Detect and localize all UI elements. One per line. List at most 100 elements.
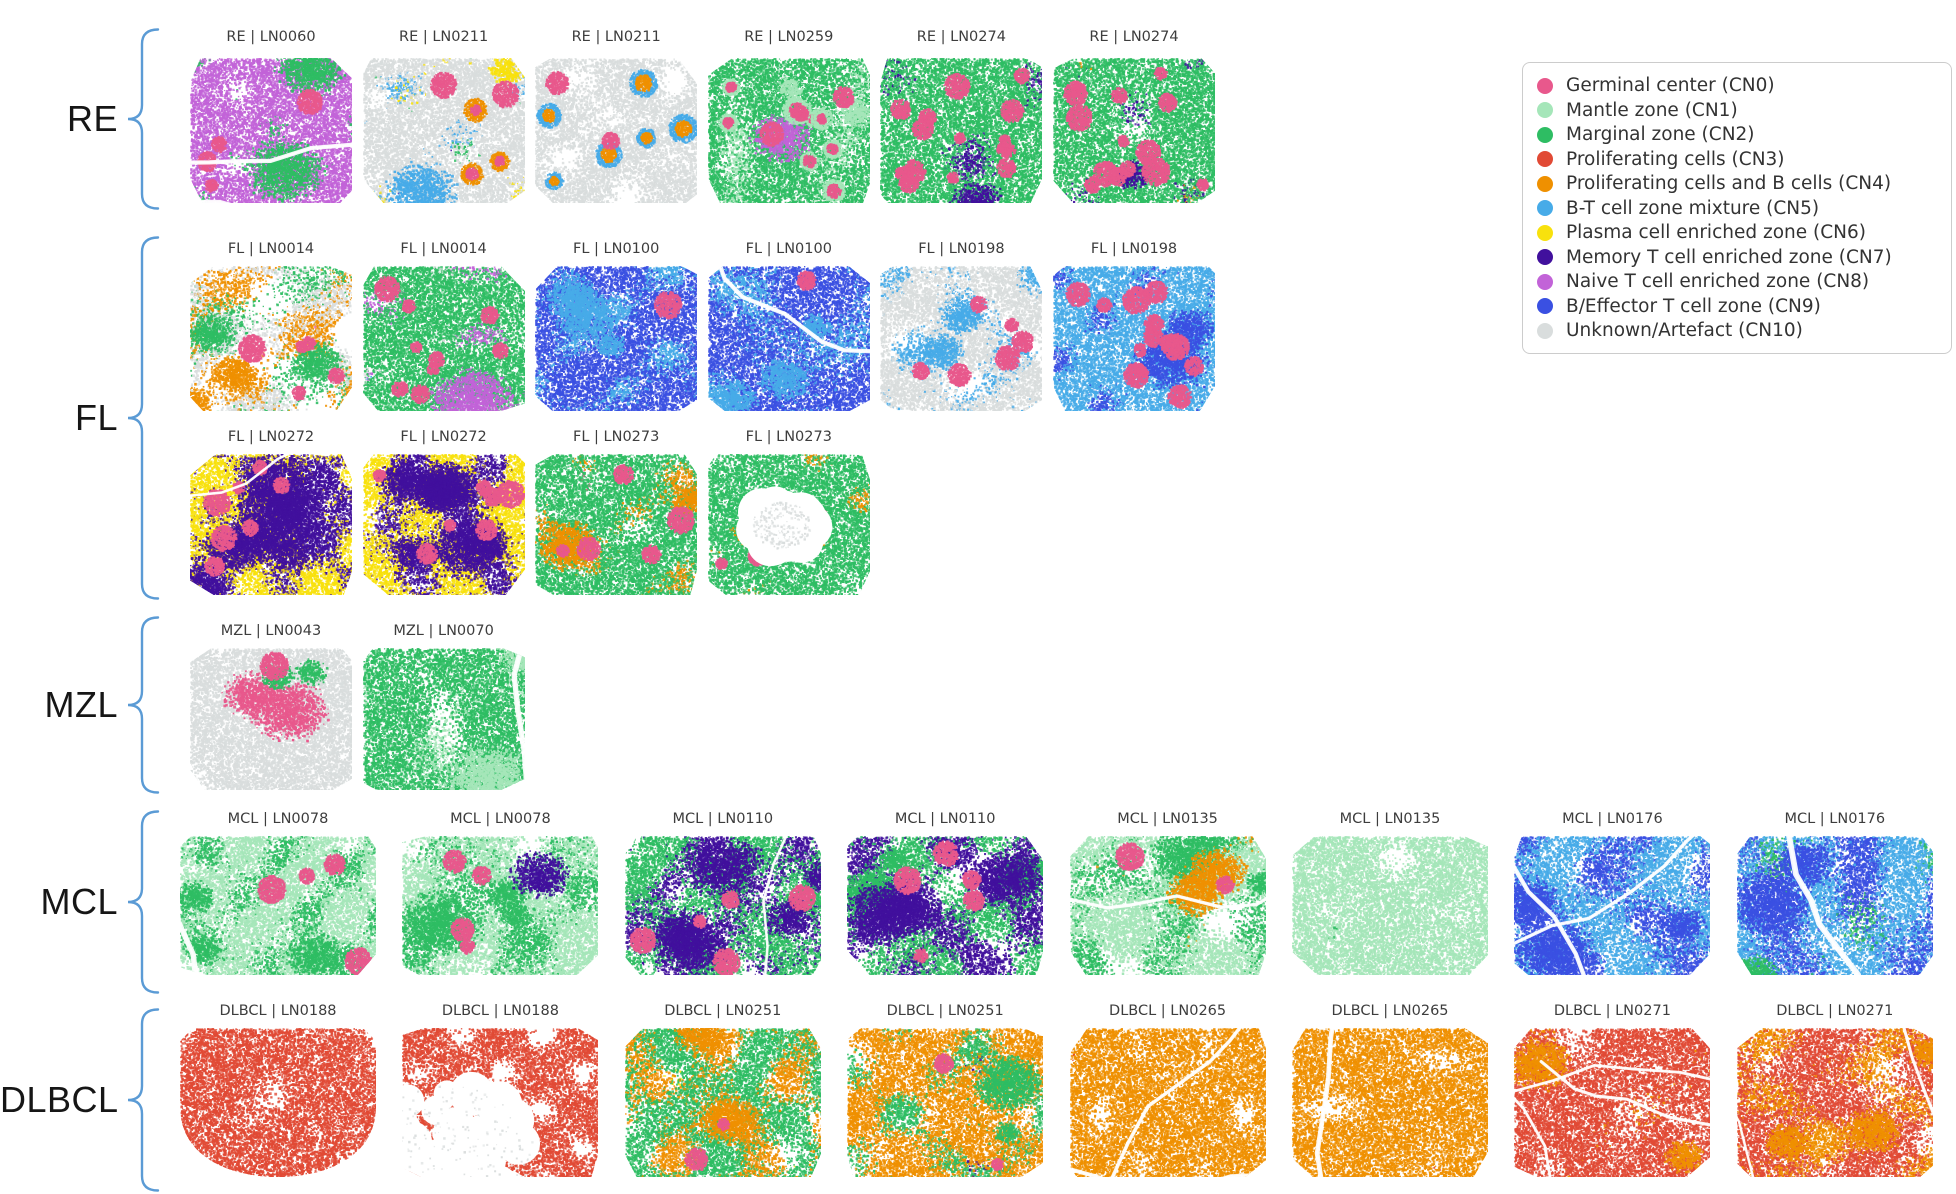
tissue-cn-map: [190, 454, 352, 595]
group-brace-icon: [127, 28, 160, 210]
tissue-cn-map: [1053, 58, 1215, 203]
legend-item-label: Mantle zone (CN1): [1566, 99, 1738, 121]
tissue-cn-map: [190, 58, 352, 203]
legend-box: Germinal center (CN0) Mantle zone (CN1) Ma…: [1522, 62, 1952, 354]
legend-swatch-icon: [1537, 151, 1553, 167]
tissue-cn-map: [707, 266, 870, 411]
group-brace-icon: [127, 1008, 160, 1192]
group-brace-icon: [127, 236, 160, 600]
tissue-cn-map: [880, 266, 1043, 411]
tissue-cn-map: [847, 836, 1044, 975]
sample-title: FL | LN0198: [1090, 241, 1178, 257]
legend-swatch-icon: [1537, 224, 1553, 241]
tissue-cn-map: [624, 836, 821, 975]
sample-title: MCL | LN0110: [672, 811, 774, 827]
legend-item: B/Effector T cell zone (CN9): [1537, 296, 1937, 317]
tissue-cn-map: [1069, 836, 1266, 975]
group-label-mcl: MCL: [40, 881, 118, 922]
legend-item: Plasma cell enriched zone (CN6): [1537, 222, 1937, 243]
sample-title: MCL | LN0176: [1784, 811, 1886, 827]
tissue-cn-map: [180, 836, 376, 975]
legend-swatch-icon: [1537, 102, 1553, 118]
legend-item: Memory T cell enriched zone (CN7): [1537, 247, 1937, 268]
legend-item-label: Marginal zone (CN2): [1566, 124, 1755, 145]
tissue-cn-map: [402, 836, 599, 975]
sample-title: MZL | LN0043: [220, 623, 322, 639]
legend-item-label: Unknown/Artefact (CN10): [1566, 320, 1803, 341]
legend-item-label: Proliferating cells and B cells (CN4): [1566, 173, 1892, 194]
sample-title: MCL | LN0135: [1339, 811, 1441, 827]
sample-title: DLBCL | LN0251: [664, 1003, 782, 1019]
sample-title: FL | LN0014: [227, 241, 315, 257]
legend-item: Unknown/Artefact (CN10): [1537, 320, 1937, 341]
group-label-re: RE: [66, 98, 118, 139]
sample-title: RE | LN0211: [399, 29, 489, 45]
sample-title: FL | LN0272: [227, 429, 315, 445]
legend-swatch-icon: [1537, 200, 1553, 216]
tissue-cn-map: [362, 454, 525, 595]
sample-title: DLBCL | LN0265: [1109, 1003, 1227, 1019]
legend-swatch-icon: [1537, 249, 1553, 265]
tissue-cn-map: [535, 454, 698, 595]
sample-title: RE | LN0211: [571, 29, 661, 45]
group-brace-icon: [127, 616, 160, 794]
tissue-cn-map: [847, 1028, 1044, 1177]
sample-title: FL | LN0100: [745, 241, 832, 257]
tissue-cn-map: [362, 648, 525, 790]
legend-item-label: Germinal center (CN0): [1566, 75, 1775, 96]
legend-item: B-T cell zone mixture (CN5): [1537, 198, 1937, 219]
legend-item: Proliferating cells (CN3): [1537, 149, 1937, 170]
sample-title: DLBCL | LN0251: [886, 1003, 1004, 1019]
tissue-cn-map: [190, 648, 352, 790]
legend-item: Marginal zone (CN2): [1537, 124, 1937, 145]
legend-swatch-icon: [1537, 322, 1553, 339]
legend-item-label: B-T cell zone mixture (CN5): [1566, 197, 1820, 219]
tissue-cn-map: [402, 1028, 599, 1177]
legend-item: Mantle zone (CN1): [1537, 100, 1937, 121]
sample-title: FL | LN0273: [573, 429, 660, 445]
tissue-cn-map: [1069, 1028, 1266, 1177]
legend-item-label: B/Effector T cell zone (CN9): [1566, 295, 1821, 317]
tissue-cn-map: [1514, 1028, 1711, 1177]
tissue-cn-map: [190, 266, 352, 411]
tissue-cn-map: [1514, 836, 1711, 975]
group-label-dlbcl: DLBCL: [0, 1079, 119, 1120]
group-brace-icon: [127, 810, 160, 994]
sample-title: RE | LN0259: [744, 29, 834, 45]
tissue-cn-map: [1292, 1028, 1488, 1177]
legend-item: Germinal center (CN0): [1537, 75, 1937, 96]
tissue-cn-map: [707, 58, 870, 203]
legend-item-label: Plasma cell enriched zone (CN6): [1566, 222, 1866, 243]
group-label-fl: FL: [74, 397, 118, 438]
tissue-cn-map: [535, 58, 698, 203]
tissue-cn-map: [624, 1028, 821, 1177]
legend-item: Naive T cell enriched zone (CN8): [1537, 271, 1937, 292]
sample-title: MCL | LN0110: [894, 811, 996, 827]
legend-item-label: Proliferating cells (CN3): [1566, 148, 1785, 170]
legend-swatch-icon: [1537, 126, 1553, 143]
sample-title: MZL | LN0070: [393, 623, 494, 639]
tissue-cn-map: [707, 454, 870, 595]
legend-swatch-icon: [1537, 298, 1553, 314]
sample-title: DLBCL | LN0188: [219, 1003, 337, 1019]
sample-title: FL | LN0198: [918, 241, 1005, 257]
tissue-cn-map: [880, 58, 1043, 203]
tissue-cn-map: [1292, 836, 1488, 975]
sample-title: RE | LN0274: [1089, 29, 1179, 45]
sample-title: FL | LN0100: [573, 241, 660, 257]
tissue-cn-map: [362, 266, 525, 411]
legend-item: Proliferating cells and B cells (CN4): [1537, 173, 1937, 194]
legend-swatch-icon: [1537, 77, 1553, 94]
sample-title: MCL | LN0078: [227, 811, 329, 827]
legend-item-label: Naive T cell enriched zone (CN8): [1566, 271, 1870, 292]
sample-title: DLBCL | LN0265: [1331, 1003, 1449, 1019]
tissue-cn-map: [180, 1028, 376, 1177]
sample-title: MCL | LN0135: [1117, 811, 1218, 827]
sample-title: RE | LN0274: [916, 29, 1006, 45]
sample-title: RE | LN0060: [226, 29, 316, 45]
sample-title: DLBCL | LN0271: [1776, 1003, 1894, 1019]
sample-title: MCL | LN0176: [1562, 811, 1663, 827]
legend-swatch-icon: [1537, 273, 1553, 290]
sample-title: MCL | LN0078: [450, 811, 551, 827]
